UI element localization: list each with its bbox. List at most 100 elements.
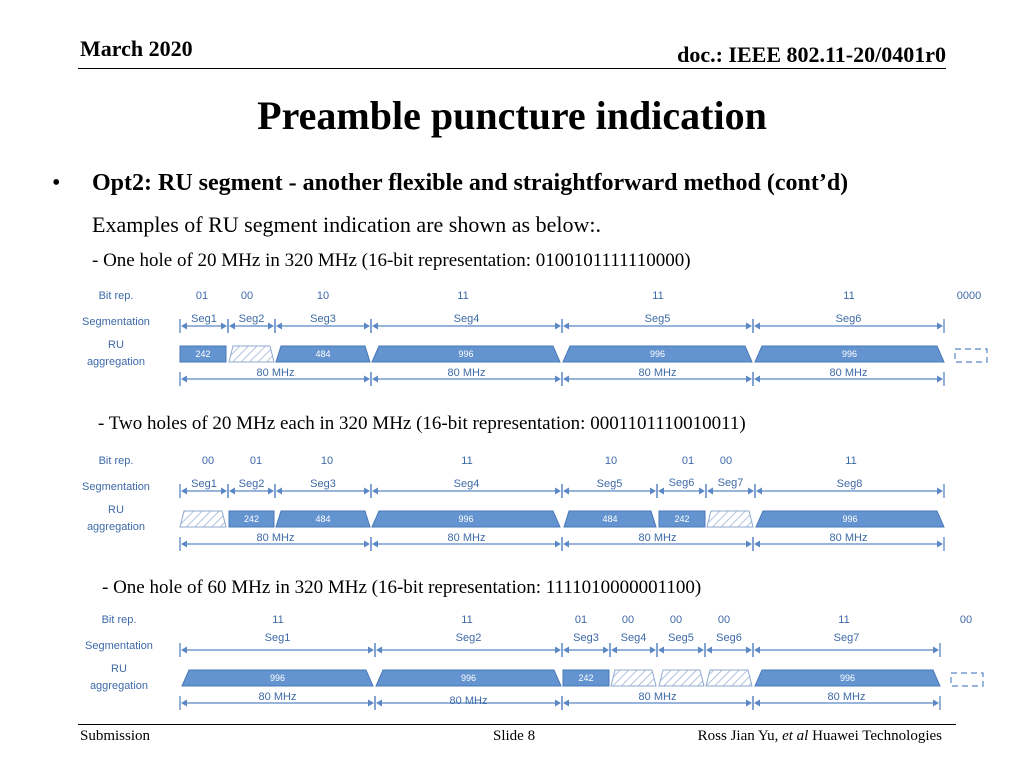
bandwidth-label: 80 MHz	[450, 695, 488, 707]
arrow-head-left	[276, 322, 282, 330]
punctured-hole	[228, 345, 275, 363]
segment-label: Seg6	[836, 313, 862, 325]
arrow-head-right	[268, 487, 274, 495]
bandwidth-label: 80 MHz	[830, 532, 868, 544]
bandwidth-label: 80 MHz	[828, 691, 866, 703]
segment-arrow: Seg4	[370, 313, 563, 333]
arrow-head-right	[555, 699, 561, 707]
segment-arrow: Seg6	[704, 632, 754, 657]
arrow-head-left	[563, 487, 569, 495]
arrow-head-right	[650, 487, 656, 495]
ru-block	[371, 345, 561, 363]
example-3-title: - One hole of 60 MHz in 320 MHz (16-bit …	[102, 577, 702, 598]
bit-value: 11	[272, 614, 283, 626]
arrow-head-left	[276, 487, 282, 495]
arrow-head-right	[364, 540, 370, 548]
bit-value: 10	[605, 455, 617, 467]
segment-arrow: Seg2	[227, 478, 276, 498]
footer-author: Ross Jian Yu, et al Huawei Technologies	[698, 728, 942, 745]
arrow-head-right	[603, 646, 609, 654]
label-aggregation: aggregation	[90, 680, 148, 692]
punctured-hole	[179, 510, 227, 528]
segment-arrow: Seg2	[374, 632, 563, 657]
bit-value: 11	[461, 455, 472, 467]
segment-label: Seg3	[310, 478, 336, 490]
arrow-head-right	[937, 540, 943, 548]
bandwidth-label: 80 MHz	[639, 691, 677, 703]
arrow-head-right	[937, 322, 943, 330]
bit-value: 10	[321, 455, 333, 467]
punctured-hole	[706, 510, 754, 528]
label-ru: RU	[108, 339, 124, 351]
ru-block	[562, 345, 753, 363]
arrow-head-right	[364, 487, 370, 495]
bit-value: 11	[652, 290, 663, 302]
arrow-head-left	[372, 487, 378, 495]
arrow-head-right	[368, 699, 374, 707]
bandwidth-label: 80 MHz	[448, 532, 486, 544]
arrow-head-left	[754, 699, 760, 707]
arrow-head-left	[707, 487, 713, 495]
bandwidth-arrow: 80 MHz	[561, 367, 754, 386]
punctured-hole	[705, 669, 753, 687]
header-doc-number: doc.: IEEE 802.11-20/0401r0	[677, 42, 946, 67]
bandwidth-label: 80 MHz	[639, 367, 677, 379]
label-bit-rep: Bit rep.	[102, 614, 137, 626]
segment-arrow: Seg1	[179, 478, 229, 498]
ru-size-label: 996	[458, 514, 473, 524]
arrow-head-right	[746, 375, 752, 383]
segment-label: Seg7	[718, 477, 744, 489]
segment-arrow: Seg3	[274, 478, 372, 498]
bandwidth-arrow: 80 MHz	[374, 695, 563, 710]
ru-size-label: 996	[458, 349, 473, 359]
bandwidth-arrow: 80 MHz	[179, 532, 372, 551]
bandwidth-label: 80 MHz	[639, 532, 677, 544]
segment-label: Seg6	[669, 477, 695, 489]
arrow-head-left	[372, 375, 378, 383]
bullet-heading: Opt2: RU segment - another flexible and …	[92, 170, 849, 196]
segment-label: Seg4	[621, 632, 647, 644]
arrow-head-left	[372, 540, 378, 548]
arrow-head-left	[754, 540, 760, 548]
segment-label: Seg1	[265, 632, 291, 644]
segment-label: Seg2	[239, 478, 265, 490]
arrow-head-right	[555, 540, 561, 548]
arrow-head-right	[933, 646, 939, 654]
bit-value: 00	[202, 455, 214, 467]
segment-label: Seg5	[645, 313, 671, 325]
arrow-head-right	[746, 646, 752, 654]
header-date: March 2020	[80, 36, 193, 61]
segment-label: Seg3	[310, 313, 336, 325]
bandwidth-arrow: 80 MHz	[752, 367, 945, 386]
segment-label: Seg2	[239, 313, 265, 325]
segment-label: Seg6	[716, 632, 742, 644]
ru-size-label: 242	[578, 673, 593, 683]
segment-arrow: Seg7	[752, 632, 941, 657]
footer-submission: Submission	[80, 728, 151, 744]
segment-arrow: Seg5	[561, 478, 658, 498]
footer-author-etal: et al	[782, 728, 809, 744]
bit-value: 00	[670, 614, 682, 626]
ru-block	[755, 510, 945, 528]
ru-block	[371, 510, 561, 528]
segment-arrow: Seg7	[705, 477, 756, 498]
bit-value: 00	[720, 455, 732, 467]
arrow-head-right	[937, 375, 943, 383]
label-ru: RU	[111, 663, 127, 675]
arrow-head-left	[372, 322, 378, 330]
arrow-head-left	[658, 487, 664, 495]
bit-value: 11	[461, 614, 472, 626]
ru-size-label: 484	[602, 514, 617, 524]
arrow-head-left	[229, 322, 235, 330]
arrow-head-left	[563, 375, 569, 383]
bandwidth-arrow: 80 MHz	[370, 367, 563, 386]
bit-value: 00	[241, 290, 253, 302]
footer-rule	[78, 724, 956, 725]
arrow-head-right	[933, 699, 939, 707]
bandwidth-arrow: 80 MHz	[561, 691, 754, 710]
arrow-head-right	[699, 487, 705, 495]
arrow-head-left	[181, 540, 187, 548]
ru-size-label: 242	[674, 514, 689, 524]
segment-label: Seg1	[191, 313, 217, 325]
empty-slot	[954, 348, 988, 363]
